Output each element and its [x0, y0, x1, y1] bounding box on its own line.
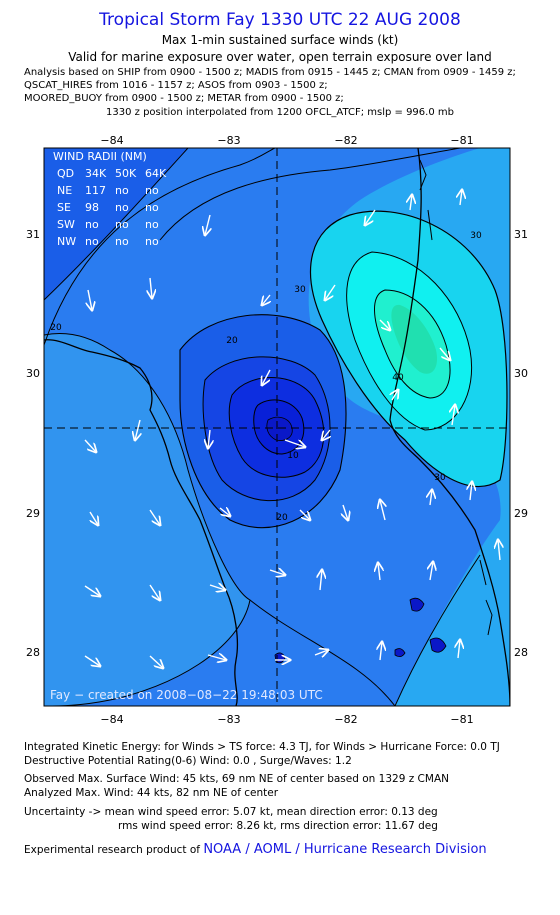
wind-radii-header-50k: 50K: [115, 167, 137, 180]
lon-tick-bottom-82: −82: [334, 713, 357, 726]
contour-45-region: [391, 304, 438, 374]
wind-radii-header-34k: 34K: [85, 167, 107, 180]
wind-radii-se-qd: SE: [57, 201, 71, 214]
coastline-east-islands: [419, 159, 493, 636]
wind-arrows: [84, 190, 500, 668]
coastline-west: [44, 339, 239, 706]
wind-radii-header-qd: QD: [57, 167, 74, 180]
lat-tick-left-30: 30: [26, 367, 40, 380]
nw-dark-region: [44, 148, 189, 301]
lat-tick-left-29: 29: [26, 507, 40, 520]
wind-radii-nw-50k: no: [115, 235, 129, 248]
w-light-region: [44, 332, 251, 706]
dpr-line: Destructive Potential Rating(0-6) Wind: …: [24, 755, 352, 767]
subtitle-exposure: Valid for marine exposure over water, op…: [68, 50, 492, 64]
map-frame: [43, 147, 511, 707]
wind-radii-nw-qd: NW: [57, 235, 76, 248]
contour-label-40: 40: [392, 373, 404, 383]
contour-line-20-west: [44, 148, 276, 346]
subtitle-winds: Max 1-min sustained surface winds (kt): [161, 33, 399, 47]
page-title: Tropical Storm Fay 1330 UTC 22 AUG 2008: [99, 10, 461, 30]
wind-radii-title: WIND RADII (NM): [53, 150, 147, 163]
map-credit: Fay − created on 2008−08−22 19:48:03 UTC: [50, 688, 323, 702]
lon-tick-bottom-81: −81: [450, 713, 473, 726]
contour-label-30-b: 30: [470, 231, 482, 241]
wind-radii-header-64k: 64K: [145, 167, 167, 180]
lat-tick-left-31: 31: [26, 228, 40, 241]
lon-tick-bottom-83: −83: [217, 713, 240, 726]
wind-radii-nw-34k: no: [85, 235, 99, 248]
lat-tick-right-29: 29: [514, 507, 528, 520]
wind-radii-sw-34k: no: [85, 218, 99, 231]
lat-tick-right-31: 31: [514, 228, 528, 241]
lat-tick-right-28: 28: [514, 646, 528, 659]
product-org-link[interactable]: NOAA / AOML / Hurricane Research Divisio…: [203, 842, 487, 857]
wind-radii-ne-50k: no: [115, 184, 129, 197]
analyzed-max-line: Analyzed Max. Wind: 44 kts, 82 nm NE of …: [24, 787, 279, 799]
observed-max-line: Observed Max. Surface Wind: 45 kts, 69 n…: [24, 773, 449, 785]
wind-radii-sw-qd: SW: [57, 218, 75, 231]
uncertainty-line-1: Uncertainty -> mean wind speed error: 5.…: [24, 806, 438, 818]
analysis-line-1: Analysis based on SHIP from 0900 - 1500 …: [24, 67, 516, 78]
contour-label-20-a: 20: [226, 336, 238, 346]
wind-radii-ne-34k: 117: [85, 184, 106, 197]
wind-radii-se-50k: no: [115, 201, 129, 214]
lon-tick-top-83: −83: [217, 134, 240, 147]
product-credit: Experimental research product of NOAA / …: [24, 842, 487, 857]
analysis-line-3: MOORED_BUOY from 0900 - 1500 z; METAR fr…: [24, 93, 344, 104]
wind-radii-sw-50k: no: [115, 218, 129, 231]
lat-tick-left-28: 28: [26, 646, 40, 659]
wind-radii-ne-64k: no: [145, 184, 159, 197]
contour-label-30-a: 30: [294, 285, 306, 295]
ike-line: Integrated Kinetic Energy: for Winds > T…: [24, 741, 500, 753]
contour-label-10: 10: [287, 451, 299, 461]
wind-radii-table: WIND RADII (NM) QD 34K 50K 64K NE 117 no…: [53, 150, 167, 248]
contour-line-25: [159, 148, 461, 241]
product-prefix: Experimental research product of: [24, 844, 200, 856]
wind-radii-se-34k: 98: [85, 201, 99, 214]
lake-shapes: [274, 597, 447, 664]
contour-line-30-south: [394, 554, 481, 706]
coastline-east: [389, 148, 510, 706]
wind-map: −84 −83 −82 −81 −84 −83 −82 −81 31 30 29…: [26, 134, 528, 726]
wind-radii-ne-qd: NE: [57, 184, 72, 197]
lon-tick-top-84: −84: [100, 134, 123, 147]
wind-radii-sw-64k: no: [145, 218, 159, 231]
lon-tick-top-82: −82: [334, 134, 357, 147]
analysis-line-2: QSCAT_HIRES from 1016 - 1157 z; ASOS fro…: [24, 80, 328, 91]
contour-label-20-b: 20: [276, 513, 288, 523]
contour-core: [266, 416, 293, 441]
uncertainty-line-2: rms wind speed error: 8.26 kt, rms direc…: [118, 820, 438, 832]
wind-radii-se-64k: no: [145, 201, 159, 214]
lon-tick-bottom-84: −84: [100, 713, 123, 726]
contour-label-20-c: 20: [50, 323, 62, 333]
contour-label-30-c: 30: [434, 473, 446, 483]
position-note: 1330 z position interpolated from 1200 O…: [106, 107, 454, 118]
lat-tick-right-30: 30: [514, 367, 528, 380]
wind-radii-nw-64k: no: [145, 235, 159, 248]
lon-tick-top-81: −81: [450, 134, 473, 147]
